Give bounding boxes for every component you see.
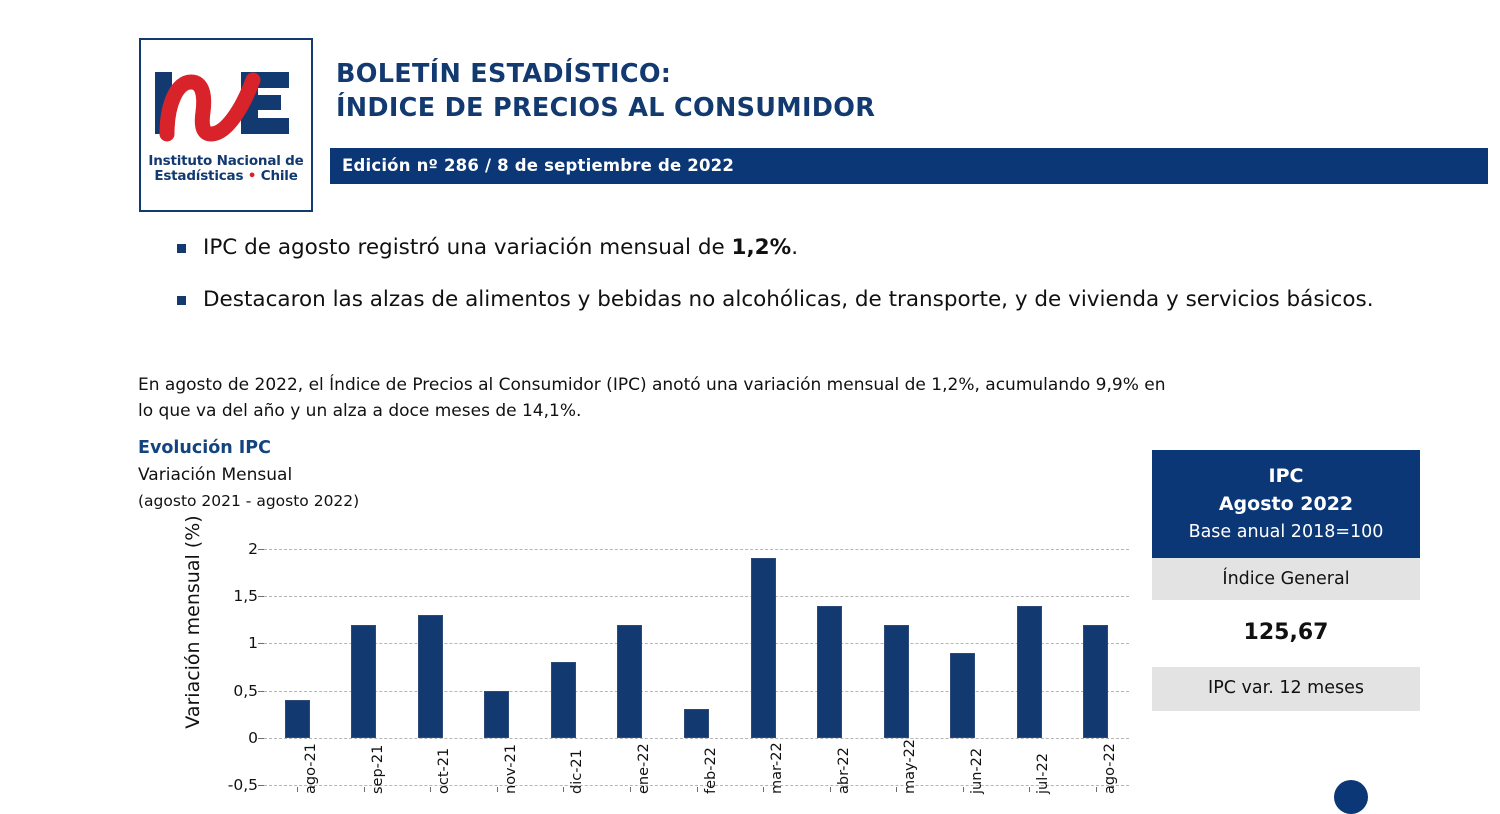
highlights-list: IPC de agosto registró una variación men… <box>176 233 1411 315</box>
chart-gridline <box>264 785 1129 786</box>
chart-x-tick-mark <box>962 787 964 792</box>
chart-x-tick-label: jul-22 <box>1035 753 1052 794</box>
chart-title: Evolución IPC <box>138 438 271 458</box>
chart-x-tick-mark <box>829 787 831 792</box>
chart-gridline <box>264 643 1129 645</box>
chart-x-tick-label: may-22 <box>902 738 919 794</box>
chart-gridline <box>264 737 1129 739</box>
chart-bar <box>883 624 909 738</box>
arrow-up-badge-icon <box>1334 780 1368 814</box>
chart-bar <box>1083 624 1109 738</box>
chart-x-tick-label: oct-21 <box>436 747 453 794</box>
chart-bar <box>484 690 510 738</box>
chart-plot-area: 2 1,5 1 0,5 0 -0,5 ago-21 sep-21 oct-21 nov-21 dic… <box>228 540 1129 794</box>
chart-period: (agosto 2021 - agosto 2022) <box>138 492 360 510</box>
chart-bar <box>684 709 709 738</box>
chart-bar <box>1016 605 1042 738</box>
chart-y-tick-label: 0 <box>248 728 258 747</box>
chart-x-tick-mark <box>1095 787 1097 792</box>
bullet-text-0b: 1,2% <box>731 235 792 260</box>
chart-gridline <box>264 690 1129 692</box>
ine-logo-caption: Instituto Nacional de Estadísticas • Chi… <box>141 154 311 184</box>
chart-bar <box>284 700 310 738</box>
logo-caption-line2: Estadísticas • Chile <box>154 168 298 184</box>
chart-y-tick-label: 1 <box>248 634 258 653</box>
evolucion-ipc-chart: Variación mensual (%) 2 1,5 1 0,5 0 -0,5 ago-2… <box>165 515 1140 794</box>
chart-bar <box>817 605 843 738</box>
chart-y-tick-label: 2 <box>248 540 258 558</box>
bullet-square-icon <box>177 244 186 253</box>
chart-x-tick-label: abr-22 <box>835 747 852 794</box>
bullet-text-0a: IPC de agosto registró una variación men… <box>203 235 732 260</box>
chart-x-tick-mark <box>363 787 365 792</box>
chart-x-tick-mark <box>896 787 898 792</box>
chart-y-tick-label: 0,5 <box>233 681 258 700</box>
chart-y-tick-mark <box>258 737 264 739</box>
chart-x-tick-label: sep-21 <box>369 744 386 794</box>
chart-y-tick-label: -0,5 <box>227 776 258 794</box>
ine-logo-mark <box>155 72 289 142</box>
page-title: BOLETÍN ESTADÍSTICO: ÍNDICE DE PRECIOS A… <box>336 57 875 125</box>
chart-bar <box>417 615 443 738</box>
chart-x-tick-label: ago-22 <box>1101 743 1118 794</box>
logo-caption-line1: Instituto Nacional de <box>148 153 304 169</box>
chart-x-tick-label: mar-22 <box>769 742 786 794</box>
card-period: Agosto 2022 <box>1218 493 1354 515</box>
chart-y-tick-mark <box>258 549 264 550</box>
chart-y-tick-mark <box>258 785 264 786</box>
logo-caption-dot: • <box>247 168 257 184</box>
chart-y-tick-label: 1,5 <box>233 587 258 606</box>
ipc-summary-card: IPC Agosto 2022 Base anual 2018=100 Índi… <box>1152 450 1420 814</box>
chart-x-tick-label: ago-21 <box>303 743 320 794</box>
chart-x-tick-mark <box>496 787 498 792</box>
chart-x-tick-mark <box>696 787 698 792</box>
chart-x-tick-label: ene-22 <box>635 743 652 794</box>
chart-x-tick-mark <box>629 787 631 792</box>
chart-x-tick-label: feb-22 <box>702 747 719 794</box>
chart-bar <box>550 662 576 738</box>
ine-logo: Instituto Nacional de Estadísticas • Chi… <box>139 38 313 212</box>
edition-label: Edición nº 286 / 8 de septiembre de 2022 <box>342 156 735 175</box>
chart-x-tick-mark <box>1029 787 1031 792</box>
card-var-label: IPC var. 12 meses <box>1152 667 1420 711</box>
card-index-value: 125,67 <box>1152 600 1420 667</box>
chart-subtitle: Variación Mensual <box>138 465 293 485</box>
card-index-label: Índice General <box>1152 558 1420 600</box>
chart-x-tick-label: jun-22 <box>968 747 985 794</box>
chart-x-tick-label: dic-21 <box>569 749 586 794</box>
chart-y-tick-mark <box>258 596 264 598</box>
chart-bar <box>617 624 643 738</box>
chart-x-tick-label: nov-21 <box>502 744 519 794</box>
chart-y-axis-label: Variación mensual (%) <box>182 515 204 729</box>
chart-gridline <box>264 596 1129 598</box>
card-base: Base anual 2018=100 <box>1188 522 1384 542</box>
bullet-square-icon <box>177 296 186 305</box>
chart-bar <box>351 624 377 738</box>
chart-x-tick-mark <box>430 787 432 792</box>
boletin-page: Instituto Nacional de Estadísticas • Chi… <box>138 38 1488 814</box>
chart-gridline <box>264 549 1129 550</box>
summary-paragraph: En agosto de 2022, el Índice de Precios … <box>138 375 1166 421</box>
chart-x-tick-mark <box>297 787 299 792</box>
edition-banner: Edición nº 286 / 8 de septiembre de 2022 <box>330 148 1488 184</box>
chart-y-tick-mark <box>258 643 264 645</box>
chart-x-tick-mark <box>563 787 565 792</box>
chart-bar <box>950 652 976 738</box>
chart-y-tick-mark <box>258 690 264 692</box>
bullet-text-0c: . <box>791 235 799 260</box>
chart-bar <box>750 558 776 738</box>
chart-x-tick-mark <box>763 787 765 792</box>
bullet-text-1a: Destacaron las alzas de alimentos y bebi… <box>203 287 1374 312</box>
list-item: Destacaron las alzas de alimentos y bebi… <box>176 285 1411 315</box>
card-header: IPC Agosto 2022 Base anual 2018=100 <box>1152 450 1420 558</box>
page-title-line2: ÍNDICE DE PRECIOS AL CONSUMIDOR <box>336 93 876 123</box>
page-title-line1: BOLETÍN ESTADÍSTICO: <box>336 59 672 89</box>
list-item: IPC de agosto registró una variación men… <box>176 233 1411 263</box>
card-title: IPC <box>1268 465 1304 487</box>
